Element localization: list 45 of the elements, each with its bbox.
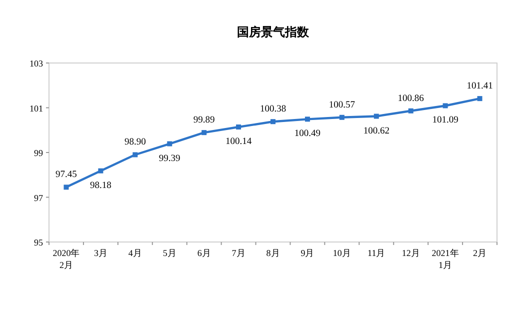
x-tick-label: 5月: [162, 248, 176, 258]
text: 100.62: [363, 126, 390, 136]
point: [374, 114, 379, 119]
point: [167, 141, 172, 146]
text: 99.89: [193, 116, 215, 126]
text: 98.18: [90, 180, 112, 191]
chart-title: 国房景气指数: [237, 25, 310, 39]
point: [339, 114, 344, 120]
x-tick-label: 9月: [300, 248, 314, 258]
text: 99.39: [158, 154, 180, 164]
point: [304, 116, 310, 122]
point: [477, 96, 482, 102]
x-tick-label: 2020年 2月: [52, 248, 80, 270]
point: [270, 119, 276, 124]
text: 100.49: [294, 129, 321, 140]
x-tick-label: 6月: [197, 248, 211, 258]
x-tick-label: 8月: [266, 248, 280, 258]
x-tick-label: 12月: [402, 248, 420, 258]
y-tick-label: 95: [34, 238, 44, 248]
text: 100.86: [398, 94, 424, 104]
x-tick-label: 11月: [368, 248, 386, 258]
x-tick-label: 10月: [332, 248, 351, 258]
text: 98.90: [124, 138, 146, 148]
point: [64, 184, 69, 190]
text: 101.41: [466, 82, 493, 92]
y-tick-label: 101: [30, 103, 43, 114]
y-tick-label: 97: [34, 192, 44, 203]
point: [408, 108, 414, 114]
x-tick-label: 2月: [473, 248, 487, 258]
point: [442, 103, 448, 108]
text: 100.57: [328, 100, 355, 110]
x-tick-label: 4月: [128, 248, 142, 258]
text: 101.09: [432, 116, 458, 126]
y-tick-label: 99: [34, 148, 44, 158]
text: 100.14: [225, 136, 252, 147]
point: [132, 152, 138, 158]
point: [98, 168, 104, 174]
x-tick-label: 3月: [94, 248, 108, 258]
y-tick-label: 103: [30, 58, 44, 68]
text: 100.38: [260, 104, 286, 115]
point: [236, 124, 242, 130]
point: [202, 130, 207, 136]
x-tick-label: 7月: [232, 248, 246, 258]
text: 97.45: [56, 170, 77, 180]
x-tick-label: 2021年 1月: [432, 248, 459, 270]
